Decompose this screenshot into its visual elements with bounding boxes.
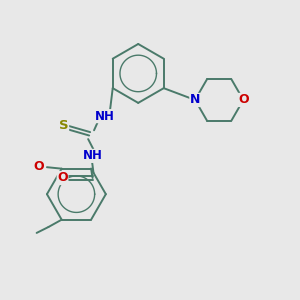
- Text: NH: NH: [82, 149, 103, 162]
- Text: O: O: [238, 93, 249, 106]
- Text: O: O: [34, 160, 44, 173]
- Text: N: N: [190, 93, 200, 106]
- Text: O: O: [57, 172, 68, 184]
- Text: NH: NH: [94, 110, 114, 123]
- Text: S: S: [59, 119, 68, 132]
